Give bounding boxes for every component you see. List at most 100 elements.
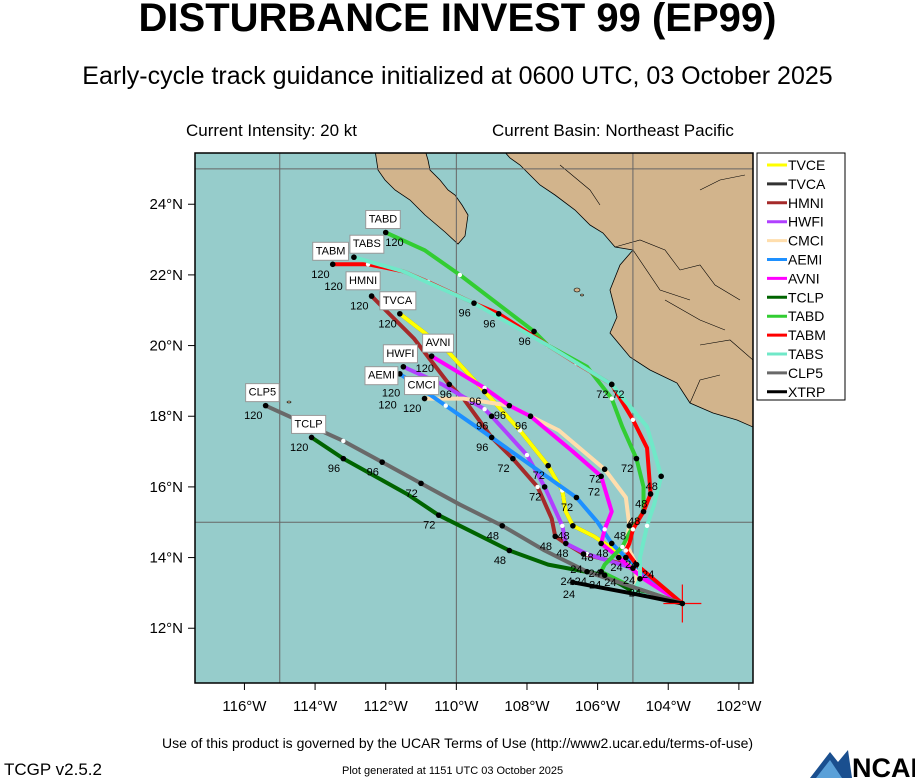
forecast-hour-label: 96: [483, 318, 495, 330]
track-point-marker: [418, 480, 424, 487]
island: [580, 293, 584, 297]
lon-tick-label: 102°W: [716, 698, 762, 715]
track-point-marker: [351, 254, 357, 261]
legend-label-tclp: TCLP: [788, 289, 824, 305]
forecast-hour-label: 48: [628, 516, 640, 528]
model-label-box: [349, 234, 385, 254]
track-point-marker: [626, 522, 633, 529]
forecast-hour-label: 96: [440, 389, 452, 401]
lat-tick-label: 22°N: [149, 267, 183, 284]
forecast-hour-label: 24: [625, 559, 637, 571]
lat-tick-label: 24°N: [149, 196, 183, 213]
forecast-hour-label: 24: [604, 577, 616, 589]
legend-label-tvce: TVCE: [788, 157, 825, 173]
forecast-hour-label: 48: [581, 552, 593, 564]
legend-label-cmci: CMCI: [788, 233, 824, 249]
forecast-hour-label: 72: [589, 474, 601, 486]
model-label: AEMI: [368, 370, 395, 382]
current-basin: Current Basin: Northeast Pacific: [492, 121, 734, 140]
track-point-marker: [658, 473, 664, 480]
track-point-marker: [598, 568, 604, 575]
forecast-hour-label: 120: [378, 318, 396, 330]
track-point-marker: [340, 455, 347, 462]
track-point-marker: [608, 540, 615, 547]
forecast-hour-label: 96: [476, 421, 488, 433]
track-point-marker: [570, 579, 576, 586]
forecast-hour-label: 48: [540, 541, 552, 553]
model-label-box: [404, 376, 440, 396]
model-label-box: [312, 241, 349, 261]
forecast-hour-label: 24: [563, 589, 575, 601]
island: [573, 287, 581, 293]
track-point-marker: [397, 371, 403, 377]
track-point-marker: [506, 547, 513, 554]
forecast-hour-label: 24: [570, 564, 582, 576]
version-label: TCGP v2.5.2: [4, 760, 102, 779]
svg-text:NCAR: NCAR: [852, 753, 915, 780]
track-aemi: [398, 372, 684, 606]
model-label-box: [365, 210, 401, 229]
track-point-marker: [262, 402, 269, 409]
model-label: TABD: [369, 214, 398, 226]
track-point-12h: [630, 527, 636, 532]
track-point-12h: [443, 403, 448, 408]
track-point-marker: [570, 522, 576, 529]
forecast-hour-label: 24: [610, 562, 622, 574]
track-point-marker: [601, 466, 608, 473]
track-point-marker: [615, 554, 622, 561]
track-point-marker: [471, 300, 477, 306]
track-point-marker: [637, 575, 643, 582]
terms-of-use-notice: Use of this product is governed by the U…: [161, 735, 754, 751]
track-point-marker: [531, 328, 537, 335]
lon-tick-label: 110°W: [434, 698, 479, 715]
track-point-marker: [495, 310, 502, 317]
forecast-hour-label: 24: [629, 588, 641, 600]
forecast-hour-label: 72: [406, 488, 418, 500]
forecast-hour-label: 48: [556, 548, 568, 560]
forecast-hour-label: 72: [529, 491, 541, 503]
track-point-marker: [623, 554, 629, 561]
track-point-marker: [598, 540, 604, 547]
legend-label-tabm: TABM: [788, 327, 826, 343]
legend-label-tvca: TVCA: [788, 176, 826, 192]
track-point-marker: [488, 434, 495, 441]
forecast-hour-label: 48: [635, 498, 647, 510]
track-point-12h: [609, 396, 614, 401]
track-point-12h: [560, 523, 565, 528]
model-label: TABM: [316, 245, 346, 257]
track-point-marker: [527, 413, 534, 420]
model-label: HMNI: [349, 275, 377, 287]
model-label-box: [382, 344, 418, 364]
forecast-hour-label: 96: [515, 421, 527, 433]
forecast-hour-label: 120: [385, 237, 403, 249]
forecast-hour-label: 72: [588, 486, 600, 498]
track-point-marker: [379, 459, 385, 465]
track-point-marker: [368, 293, 375, 299]
generated-timestamp: Plot generated at 1151 UTC 03 October 20…: [342, 765, 564, 777]
track-point-marker: [397, 310, 403, 317]
lat-tick-label: 20°N: [149, 338, 183, 355]
lon-tick-label: 104°W: [646, 698, 692, 715]
lon-tick-label: 114°W: [293, 698, 338, 715]
track-point-marker: [598, 473, 604, 480]
forecast-hour-label: 24: [589, 568, 601, 580]
forecast-hour-label: 72: [533, 470, 545, 482]
forecast-hour-label: 48: [494, 555, 506, 567]
track-point-marker: [640, 508, 647, 515]
forecast-hour-label: 48: [596, 548, 608, 560]
forecast-hour-label: 48: [487, 530, 499, 542]
model-label: TABS: [353, 238, 381, 250]
forecast-hour-label: 48: [646, 481, 658, 493]
legend-label-avni: AVNI: [788, 270, 820, 286]
track-point-marker: [608, 381, 615, 388]
forecast-hour-label: 120: [382, 387, 400, 399]
track-point-marker: [563, 540, 569, 547]
track-point-marker: [481, 388, 488, 395]
track-point-marker: [421, 395, 428, 402]
track-point-12h: [341, 438, 346, 444]
track-point-marker: [308, 434, 315, 441]
model-label-box: [422, 333, 454, 353]
track-point-marker: [630, 565, 636, 571]
lon-tick-label: 116°W: [222, 698, 267, 715]
track-point-12h: [482, 406, 487, 412]
